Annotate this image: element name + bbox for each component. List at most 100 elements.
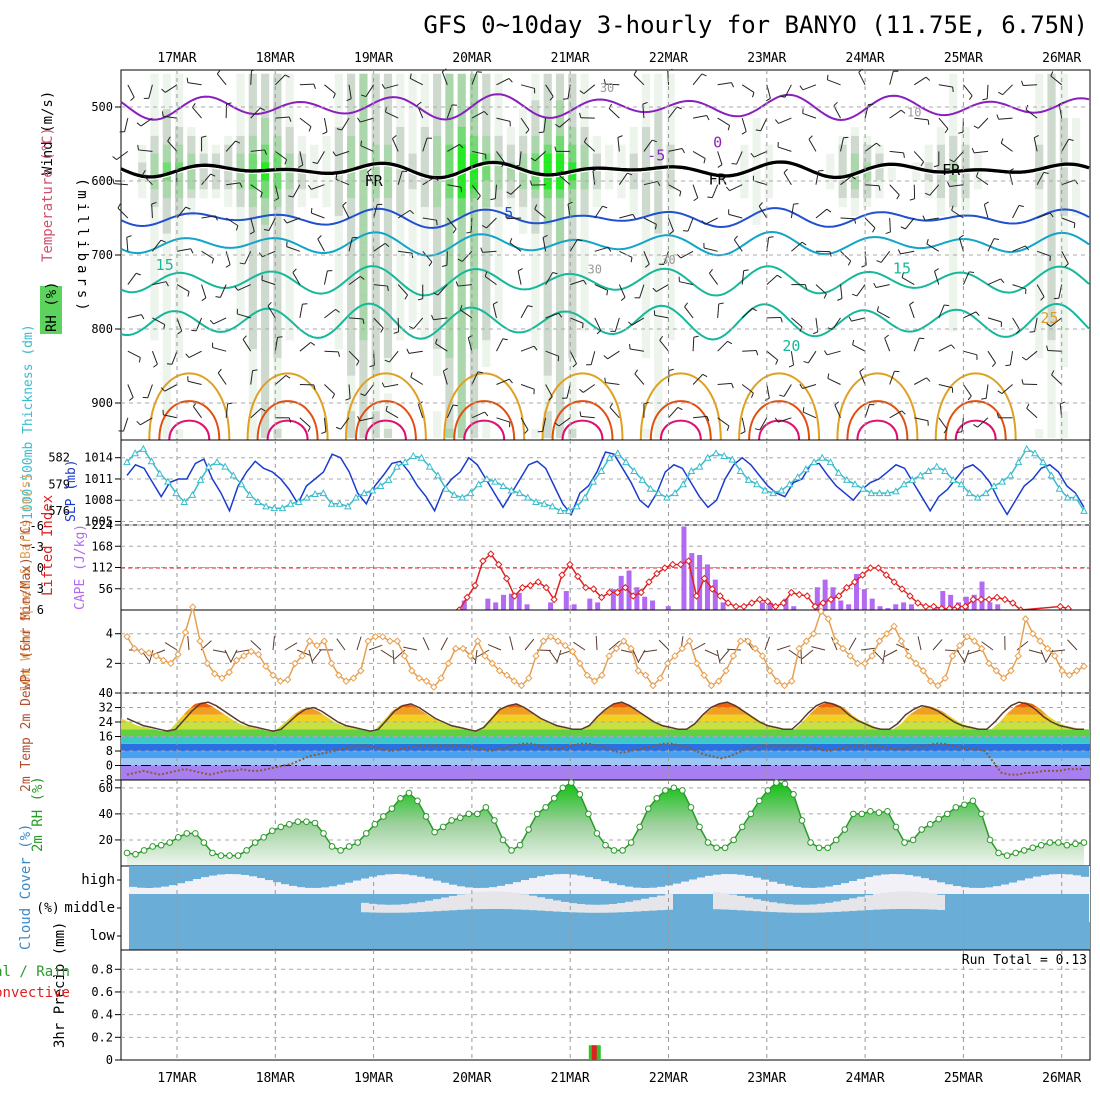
wind-barb-flag: [1046, 323, 1051, 327]
rh-cell: [469, 198, 479, 208]
rh-cell: [641, 180, 651, 190]
rh-cell: [482, 126, 491, 137]
wind-barb: [884, 337, 891, 352]
rh-cell: [175, 286, 184, 297]
wind-barb: [717, 340, 728, 352]
rh-cell: [666, 331, 675, 341]
surface-barb: [474, 649, 478, 664]
surface-barb: [272, 636, 275, 651]
wind-barb: [176, 206, 187, 219]
rh-cell: [555, 215, 565, 225]
rh-cell: [285, 304, 294, 314]
rh-cell: [211, 153, 221, 163]
rh-cell: [469, 366, 479, 376]
cloud-mid: [193, 894, 201, 922]
cape-bar: [759, 602, 765, 610]
wind-barb-flag: [524, 429, 529, 434]
series-marker: [875, 809, 883, 816]
rh-cell: [383, 357, 393, 368]
rh-cell: [261, 135, 270, 146]
rh-cell: [457, 224, 466, 234]
rh-cell: [543, 180, 552, 190]
warm-lobe: [944, 400, 1007, 441]
cloud-high: [553, 866, 561, 875]
series-marker: [226, 852, 233, 859]
wind-barb: [909, 304, 915, 319]
rh-cell: [924, 144, 933, 154]
series-marker: [897, 637, 906, 645]
rh-cell: [445, 109, 454, 119]
rh-cell: [236, 162, 245, 172]
rh-cell: [654, 224, 663, 234]
wind-barb: [558, 417, 571, 427]
cloud-high: [361, 866, 369, 879]
series-marker: [978, 810, 985, 818]
wind-barb-flag: [633, 70, 637, 76]
cloud-high: [865, 866, 873, 878]
cloud-level-label: middle: [64, 900, 115, 916]
series-marker: [875, 637, 884, 645]
wind-barb: [496, 378, 510, 385]
wind-barb-flag: [755, 350, 759, 356]
wind-barb-flag: [768, 236, 774, 238]
cloud-mid: [297, 894, 305, 922]
rh-cell: [334, 144, 343, 154]
rh-cell: [949, 233, 958, 243]
rh-cell: [396, 100, 405, 110]
wind-barb-flag: [342, 201, 347, 206]
rh-cell: [273, 73, 282, 83]
series-marker: [439, 823, 447, 831]
y-tick-label: 24: [99, 715, 113, 729]
wind-barb-flag: [776, 274, 782, 279]
rh-cell: [1059, 135, 1068, 146]
rh-cell: [580, 242, 589, 252]
cloud-high: [329, 866, 337, 887]
rh-cell: [654, 411, 663, 421]
rh-cell: [273, 260, 282, 270]
rh-cell: [359, 375, 368, 385]
rh-cell: [494, 189, 503, 199]
wind-barb-flag: [1026, 403, 1030, 409]
rh-cell: [445, 269, 454, 279]
rh-cell: [408, 233, 417, 243]
rh-cell: [420, 118, 429, 128]
rh-cell: [383, 269, 393, 279]
rh-cell: [1035, 82, 1044, 92]
wind-barb-flag: [943, 428, 948, 434]
cloud-mid-gap: [929, 893, 937, 910]
series-marker: [850, 578, 859, 586]
cloud-high: [1073, 866, 1081, 876]
rh-cell: [383, 189, 393, 199]
wind-barb-flag: [1051, 370, 1055, 376]
rh-cell: [863, 153, 872, 163]
rh-cell: [1047, 402, 1056, 412]
wind-barb: [741, 417, 746, 432]
series-marker: [139, 444, 148, 452]
wind-barb: [292, 272, 301, 285]
wind-barb: [201, 284, 207, 299]
wind-barb: [815, 208, 828, 219]
rh-cell: [580, 260, 589, 270]
rh-cell: [875, 153, 884, 163]
rh-cell: [580, 73, 589, 83]
series-marker: [260, 834, 268, 841]
rh-cell: [371, 171, 380, 181]
series-marker: [653, 569, 661, 578]
rh-cell: [433, 224, 442, 234]
series-marker: [728, 455, 737, 463]
rh-cell: [555, 295, 565, 305]
series-marker: [819, 599, 827, 607]
cloud-mid-gap: [833, 901, 841, 912]
rh-cell: [568, 233, 577, 243]
date-tick-top: 20MAR: [452, 51, 491, 66]
rh-cell: [347, 357, 356, 368]
wind-barb: [668, 217, 674, 232]
rh-cell: [641, 100, 651, 110]
series-marker: [1065, 671, 1074, 679]
series-marker: [408, 667, 416, 675]
wind-barb: [865, 184, 880, 187]
wind-barb-flag: [176, 168, 182, 172]
wind-barb: [605, 83, 620, 86]
rh-cell: [519, 206, 528, 217]
cloud-mid-gap: [729, 894, 737, 910]
